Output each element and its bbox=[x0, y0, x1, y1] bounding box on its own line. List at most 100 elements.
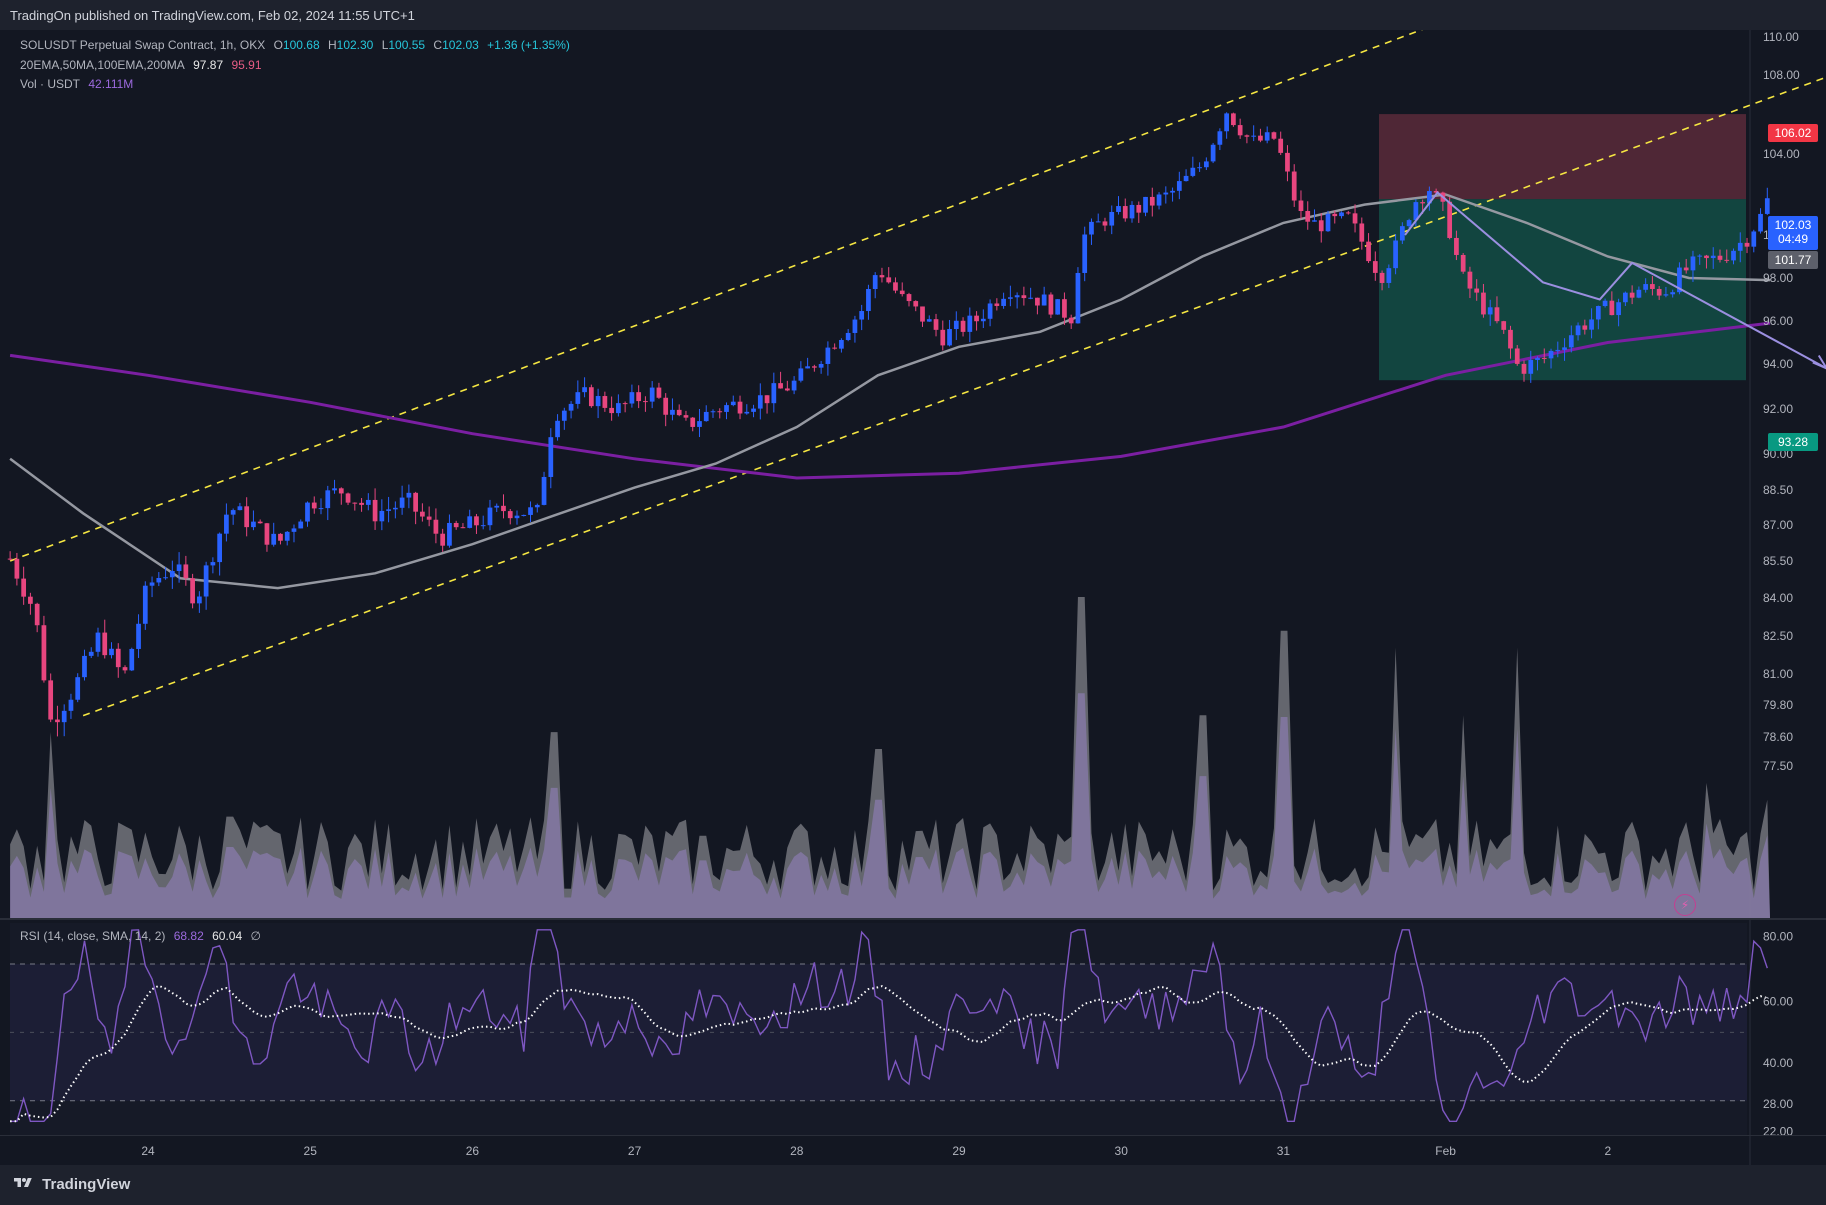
candle-body bbox=[1095, 221, 1101, 223]
price-tick-label: 104.00 bbox=[1763, 147, 1800, 161]
trend-channel bbox=[9, 30, 1826, 717]
candle-body bbox=[994, 303, 1000, 306]
candle-body bbox=[1562, 347, 1567, 350]
candle-body bbox=[913, 301, 919, 307]
candle-body bbox=[1413, 202, 1419, 221]
candle-body bbox=[643, 401, 648, 403]
low-value: 100.55 bbox=[388, 38, 426, 52]
price-tick-label: 81.00 bbox=[1763, 667, 1793, 681]
candle-body bbox=[271, 533, 277, 545]
candle-body bbox=[1379, 272, 1385, 283]
candle-body bbox=[1609, 300, 1615, 316]
candle-body bbox=[730, 401, 736, 406]
candle-body bbox=[825, 347, 831, 364]
candle-body bbox=[264, 523, 270, 545]
candle-body bbox=[501, 505, 506, 512]
price-tick-label: 110.00 bbox=[1763, 30, 1799, 44]
high-label: H bbox=[327, 38, 337, 52]
price-chart[interactable]: 110.00108.00104.00100.0098.0096.0094.009… bbox=[0, 30, 1826, 1165]
candle-body bbox=[95, 632, 101, 652]
candle-body bbox=[1650, 284, 1655, 289]
candle-body bbox=[1731, 250, 1736, 261]
candle-body bbox=[1636, 289, 1642, 298]
rsi-tick-label: 40.00 bbox=[1763, 1056, 1793, 1070]
rsi-tick-label: 28.00 bbox=[1763, 1097, 1793, 1111]
candle-body bbox=[1163, 192, 1169, 195]
candle-body bbox=[872, 275, 878, 290]
candle-body bbox=[1758, 213, 1763, 232]
candle-body bbox=[845, 332, 851, 340]
candle-body bbox=[48, 680, 54, 720]
rsi-sma-value: 60.04 bbox=[212, 929, 243, 943]
candle-body bbox=[176, 564, 182, 572]
candle-body bbox=[1602, 300, 1608, 307]
candle-body bbox=[1623, 292, 1628, 303]
candle-body bbox=[1156, 194, 1162, 206]
price-tick-label: 88.50 bbox=[1763, 483, 1793, 497]
candle-body bbox=[1420, 202, 1425, 204]
candle-body bbox=[365, 499, 371, 505]
candle-body bbox=[1386, 268, 1392, 283]
candle-body bbox=[1352, 213, 1358, 224]
candle-body bbox=[41, 625, 47, 681]
rsi-band bbox=[10, 964, 1747, 1101]
candle-body bbox=[447, 522, 452, 546]
candle-body bbox=[1548, 350, 1554, 359]
candle-body bbox=[332, 488, 337, 491]
candle-body bbox=[771, 383, 777, 404]
candle-body bbox=[980, 318, 986, 322]
candle-body bbox=[318, 508, 324, 510]
candle-body bbox=[305, 502, 310, 522]
candle-body bbox=[284, 531, 290, 541]
candle-body bbox=[575, 392, 581, 404]
candle-body bbox=[1663, 294, 1669, 296]
position-zones bbox=[1379, 114, 1746, 381]
price-tick-label: 108.00 bbox=[1763, 68, 1800, 82]
candle-body bbox=[1595, 306, 1601, 320]
brand-name: TradingView bbox=[42, 1176, 131, 1193]
rsi-tick-label: 22.00 bbox=[1763, 1125, 1793, 1139]
candle-body bbox=[629, 392, 635, 404]
candle-body bbox=[507, 511, 513, 519]
candle-body bbox=[1244, 135, 1250, 137]
candle-body bbox=[379, 510, 385, 522]
candle-body bbox=[1737, 242, 1743, 251]
candle-body bbox=[460, 527, 466, 529]
candle-body bbox=[906, 294, 912, 302]
candle-body bbox=[480, 525, 486, 527]
candle-body bbox=[1345, 212, 1351, 214]
candle-body bbox=[1203, 161, 1209, 168]
candle-body bbox=[839, 339, 844, 349]
time-tick-label: 24 bbox=[141, 1144, 155, 1158]
candle-body bbox=[1366, 241, 1371, 262]
candle-body bbox=[703, 411, 709, 422]
candle-body bbox=[595, 396, 601, 407]
candle-body bbox=[1116, 206, 1121, 212]
candle-body bbox=[737, 401, 743, 414]
candle-body bbox=[1751, 231, 1757, 247]
candle-body bbox=[7, 558, 13, 560]
projection-line bbox=[1404, 191, 1826, 370]
candle-body bbox=[1656, 288, 1662, 296]
lightning-icon[interactable]: ⚡ bbox=[1674, 894, 1696, 916]
rsi-label: RSI (14, close, SMA, 14, 2) bbox=[20, 929, 166, 943]
candle-body bbox=[55, 719, 60, 723]
candle-body bbox=[1494, 307, 1500, 322]
candle-body bbox=[359, 502, 364, 505]
candle-body bbox=[1629, 292, 1635, 298]
candle-body bbox=[1541, 357, 1547, 359]
candle-body bbox=[1670, 292, 1676, 295]
candle-body bbox=[1021, 295, 1027, 299]
candle-body bbox=[879, 275, 885, 278]
candle-body bbox=[798, 368, 804, 381]
change-value: +1.36 (+1.35%) bbox=[487, 38, 570, 52]
candle-body bbox=[1332, 213, 1338, 217]
candle-body bbox=[1717, 255, 1723, 260]
candle-body bbox=[534, 504, 540, 508]
tradingview-brand[interactable]: TradingView bbox=[12, 1176, 130, 1193]
time-tick-label: Feb bbox=[1435, 1144, 1456, 1158]
volume-legend: Vol · USDT 42.111M bbox=[20, 77, 138, 91]
candle-body bbox=[1616, 302, 1621, 316]
candle-body bbox=[1041, 294, 1047, 306]
price-tick-label: 87.00 bbox=[1763, 518, 1793, 532]
